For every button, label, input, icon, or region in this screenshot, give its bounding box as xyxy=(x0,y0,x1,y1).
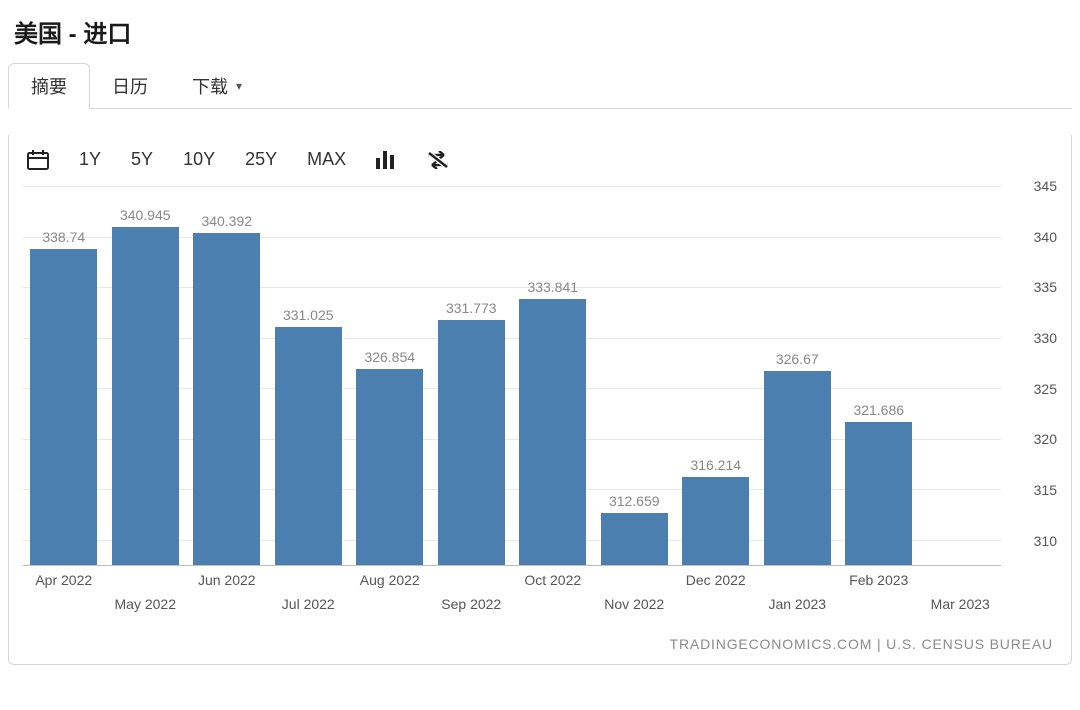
bar-value-label: 321.686 xyxy=(853,402,904,418)
bar[interactable] xyxy=(438,320,505,565)
y-tick-label: 330 xyxy=(1034,330,1057,346)
x-tick-label: Oct 2022 xyxy=(524,572,581,588)
bar-slot: 331.773 xyxy=(431,186,513,565)
bar-chart-type-icon[interactable] xyxy=(376,151,396,169)
tab-label: 下载 xyxy=(192,73,228,99)
x-tick-label: Jan 2023 xyxy=(768,596,826,612)
bar-slot: 326.67 xyxy=(757,186,839,565)
bar-slot: 338.74 xyxy=(23,186,105,565)
bar[interactable] xyxy=(112,227,179,565)
x-tick-label: Sep 2022 xyxy=(441,596,501,612)
bar[interactable] xyxy=(519,299,586,565)
tab-label: 日历 xyxy=(112,73,148,99)
x-tick-label: Apr 2022 xyxy=(35,572,92,588)
bar-value-label: 312.659 xyxy=(609,493,660,509)
range-max[interactable]: MAX xyxy=(307,149,346,170)
y-tick-label: 345 xyxy=(1034,178,1057,194)
range-10y[interactable]: 10Y xyxy=(183,149,215,170)
x-tick-label: Mar 2023 xyxy=(931,596,990,612)
x-tick-label: Jul 2022 xyxy=(282,596,335,612)
bar[interactable] xyxy=(682,477,749,565)
bar-slot: 312.659 xyxy=(594,186,676,565)
bar-slot: 316.214 xyxy=(675,186,757,565)
bar-value-label: 333.841 xyxy=(527,279,578,295)
y-axis: 310315320325330335340345 xyxy=(1009,186,1057,566)
tab-0[interactable]: 摘要 xyxy=(8,63,90,109)
x-tick-label: Jun 2022 xyxy=(198,572,256,588)
y-tick-label: 325 xyxy=(1034,381,1057,397)
y-tick-label: 315 xyxy=(1034,482,1057,498)
bar-slot: 331.025 xyxy=(268,186,350,565)
bar[interactable] xyxy=(30,249,97,565)
bar[interactable] xyxy=(193,233,260,565)
x-axis: Apr 2022 Jun 2022 Aug 2022 Oct 2022 Dec 2022… xyxy=(23,566,1001,630)
tab-1[interactable]: 日历 xyxy=(90,63,170,108)
x-tick-label: Aug 2022 xyxy=(360,572,420,588)
y-tick-label: 335 xyxy=(1034,279,1057,295)
chart-area: 338.74 340.945 340.392 331.025 326.854 331.77… xyxy=(23,186,1057,630)
range-5y[interactable]: 5Y xyxy=(131,149,153,170)
chart-panel: 1Y 5Y 10Y 25Y MAX 338.74 340.945 340.392 331.02… xyxy=(8,135,1072,665)
bar[interactable] xyxy=(601,513,668,565)
bar-value-label: 331.025 xyxy=(283,307,334,323)
source-attribution: TRADINGECONOMICS.COM | U.S. CENSUS BUREA… xyxy=(9,630,1071,664)
y-tick-label: 340 xyxy=(1034,229,1057,245)
range-25y[interactable]: 25Y xyxy=(245,149,277,170)
bar-value-label: 331.773 xyxy=(446,300,497,316)
tabs: 摘要 日历 下载 ▾ xyxy=(8,63,1072,109)
bar[interactable] xyxy=(764,371,831,565)
x-tick-label: May 2022 xyxy=(115,596,176,612)
bar-slot: 340.392 xyxy=(186,186,268,565)
bar[interactable] xyxy=(356,369,423,565)
calendar-icon[interactable] xyxy=(27,150,49,170)
plot-area: 338.74 340.945 340.392 331.025 326.854 331.77… xyxy=(23,186,1001,566)
tab-2[interactable]: 下载 ▾ xyxy=(170,63,264,108)
chevron-down-icon: ▾ xyxy=(236,79,242,93)
x-tick-label: Nov 2022 xyxy=(604,596,664,612)
bar-value-label: 326.67 xyxy=(776,351,819,367)
x-tick-label: Dec 2022 xyxy=(686,572,746,588)
x-tick-label: Feb 2023 xyxy=(849,572,908,588)
compare-icon[interactable] xyxy=(426,151,450,169)
y-tick-label: 320 xyxy=(1034,431,1057,447)
range-1y[interactable]: 1Y xyxy=(79,149,101,170)
bar-value-label: 326.854 xyxy=(364,349,415,365)
bar-value-label: 340.392 xyxy=(201,213,252,229)
y-tick-label: 310 xyxy=(1034,533,1057,549)
page-title: 美国 - 进口 xyxy=(8,4,1072,63)
bar-slot: 326.854 xyxy=(349,186,431,565)
bar-value-label: 316.214 xyxy=(690,457,741,473)
bar[interactable] xyxy=(275,327,342,565)
bar[interactable] xyxy=(845,422,912,565)
bar-slot: 340.945 xyxy=(105,186,187,565)
bar-slot: 321.686 xyxy=(838,186,920,565)
bar-value-label: 338.74 xyxy=(42,229,85,245)
chart-toolbar: 1Y 5Y 10Y 25Y MAX xyxy=(9,135,1071,178)
bar-value-label: 340.945 xyxy=(120,207,171,223)
bar-slot-empty xyxy=(920,186,1002,565)
bar-slot: 333.841 xyxy=(512,186,594,565)
tab-label: 摘要 xyxy=(31,73,67,99)
